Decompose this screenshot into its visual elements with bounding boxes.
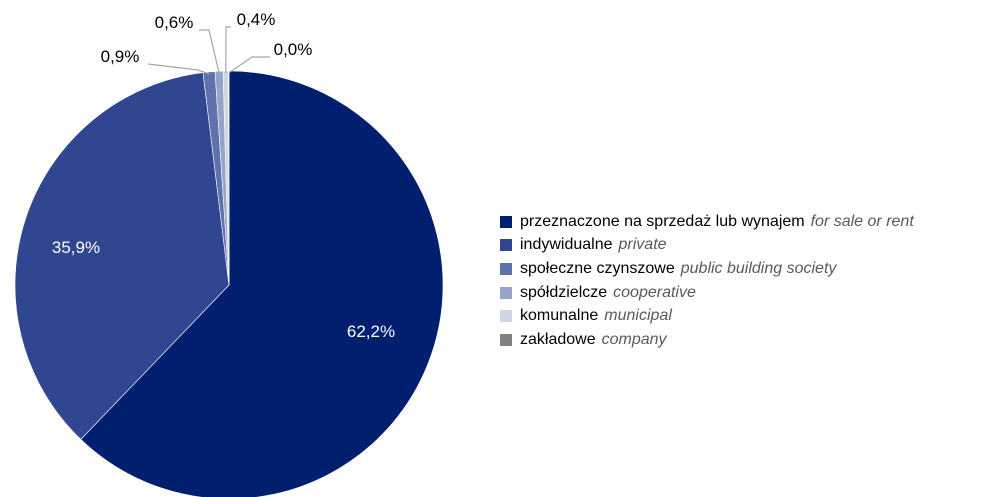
legend-swatch (500, 286, 512, 299)
slice-value-label: 0,0% (274, 40, 313, 59)
legend-swatch (500, 215, 512, 228)
legend-label-en: cooperative (613, 283, 696, 301)
legend-item: indywidualne private (500, 234, 914, 258)
legend-item: komunalne municipal (500, 304, 914, 328)
legend-label: spółdzielcze (520, 283, 608, 301)
legend-label: indywidualne (520, 236, 613, 254)
legend-item: społeczne czynszowe public building socie… (500, 257, 914, 281)
legend-label: społeczne czynszowe (520, 259, 675, 277)
leader-line (199, 29, 220, 74)
leader-line (225, 26, 231, 74)
leader-lines (147, 26, 270, 75)
legend-label-en: for sale or rent (810, 212, 914, 230)
legend-label-en: public building society (680, 259, 837, 277)
slice-labels: 62,2% 35,9% 0,9% 0,6% 0,4% 0,0% (52, 10, 395, 341)
legend-label: przeznaczone na sprzedaż lub wynajem (520, 212, 805, 230)
legend-swatch (500, 262, 512, 275)
legend-item: spółdzielcze cooperative (500, 281, 914, 305)
legend-item: zakładowe company (500, 328, 914, 352)
legend-swatch (500, 310, 512, 323)
legend-label-en: municipal (604, 307, 672, 325)
slice-value-label: 0,6% (155, 13, 194, 32)
leader-line (147, 63, 210, 75)
slice-value-label: 35,9% (52, 238, 100, 257)
legend-label-en: company (601, 330, 667, 348)
leader-line (228, 56, 270, 74)
legend-label-en: private (618, 236, 667, 254)
legend-swatch (500, 333, 512, 346)
slice-value-label: 62,2% (347, 322, 395, 341)
legend-swatch (500, 239, 512, 252)
pie-slices (14, 70, 444, 497)
legend-label: komunalne (520, 307, 599, 325)
legend-label: zakładowe (520, 330, 596, 348)
chart-legend: przeznaczone na sprzedaż lub wynajem for … (500, 210, 914, 352)
slice-value-label: 0,4% (237, 10, 276, 29)
pie-slice (80, 70, 444, 497)
slice-value-label: 0,9% (101, 47, 140, 66)
legend-item: przeznaczone na sprzedaż lub wynajem for … (500, 210, 914, 234)
pie-slice (14, 72, 230, 440)
pie-slice (228, 70, 230, 286)
